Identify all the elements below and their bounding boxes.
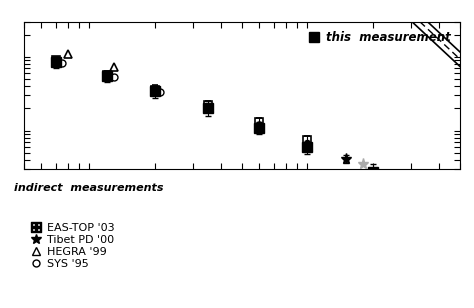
Legend: EAS-TOP '03, Tibet PD '00, HEGRA '99, SYS '95: EAS-TOP '03, Tibet PD '00, HEGRA '99, SY… (29, 221, 116, 270)
Text: indirect  measurements: indirect measurements (14, 183, 164, 193)
